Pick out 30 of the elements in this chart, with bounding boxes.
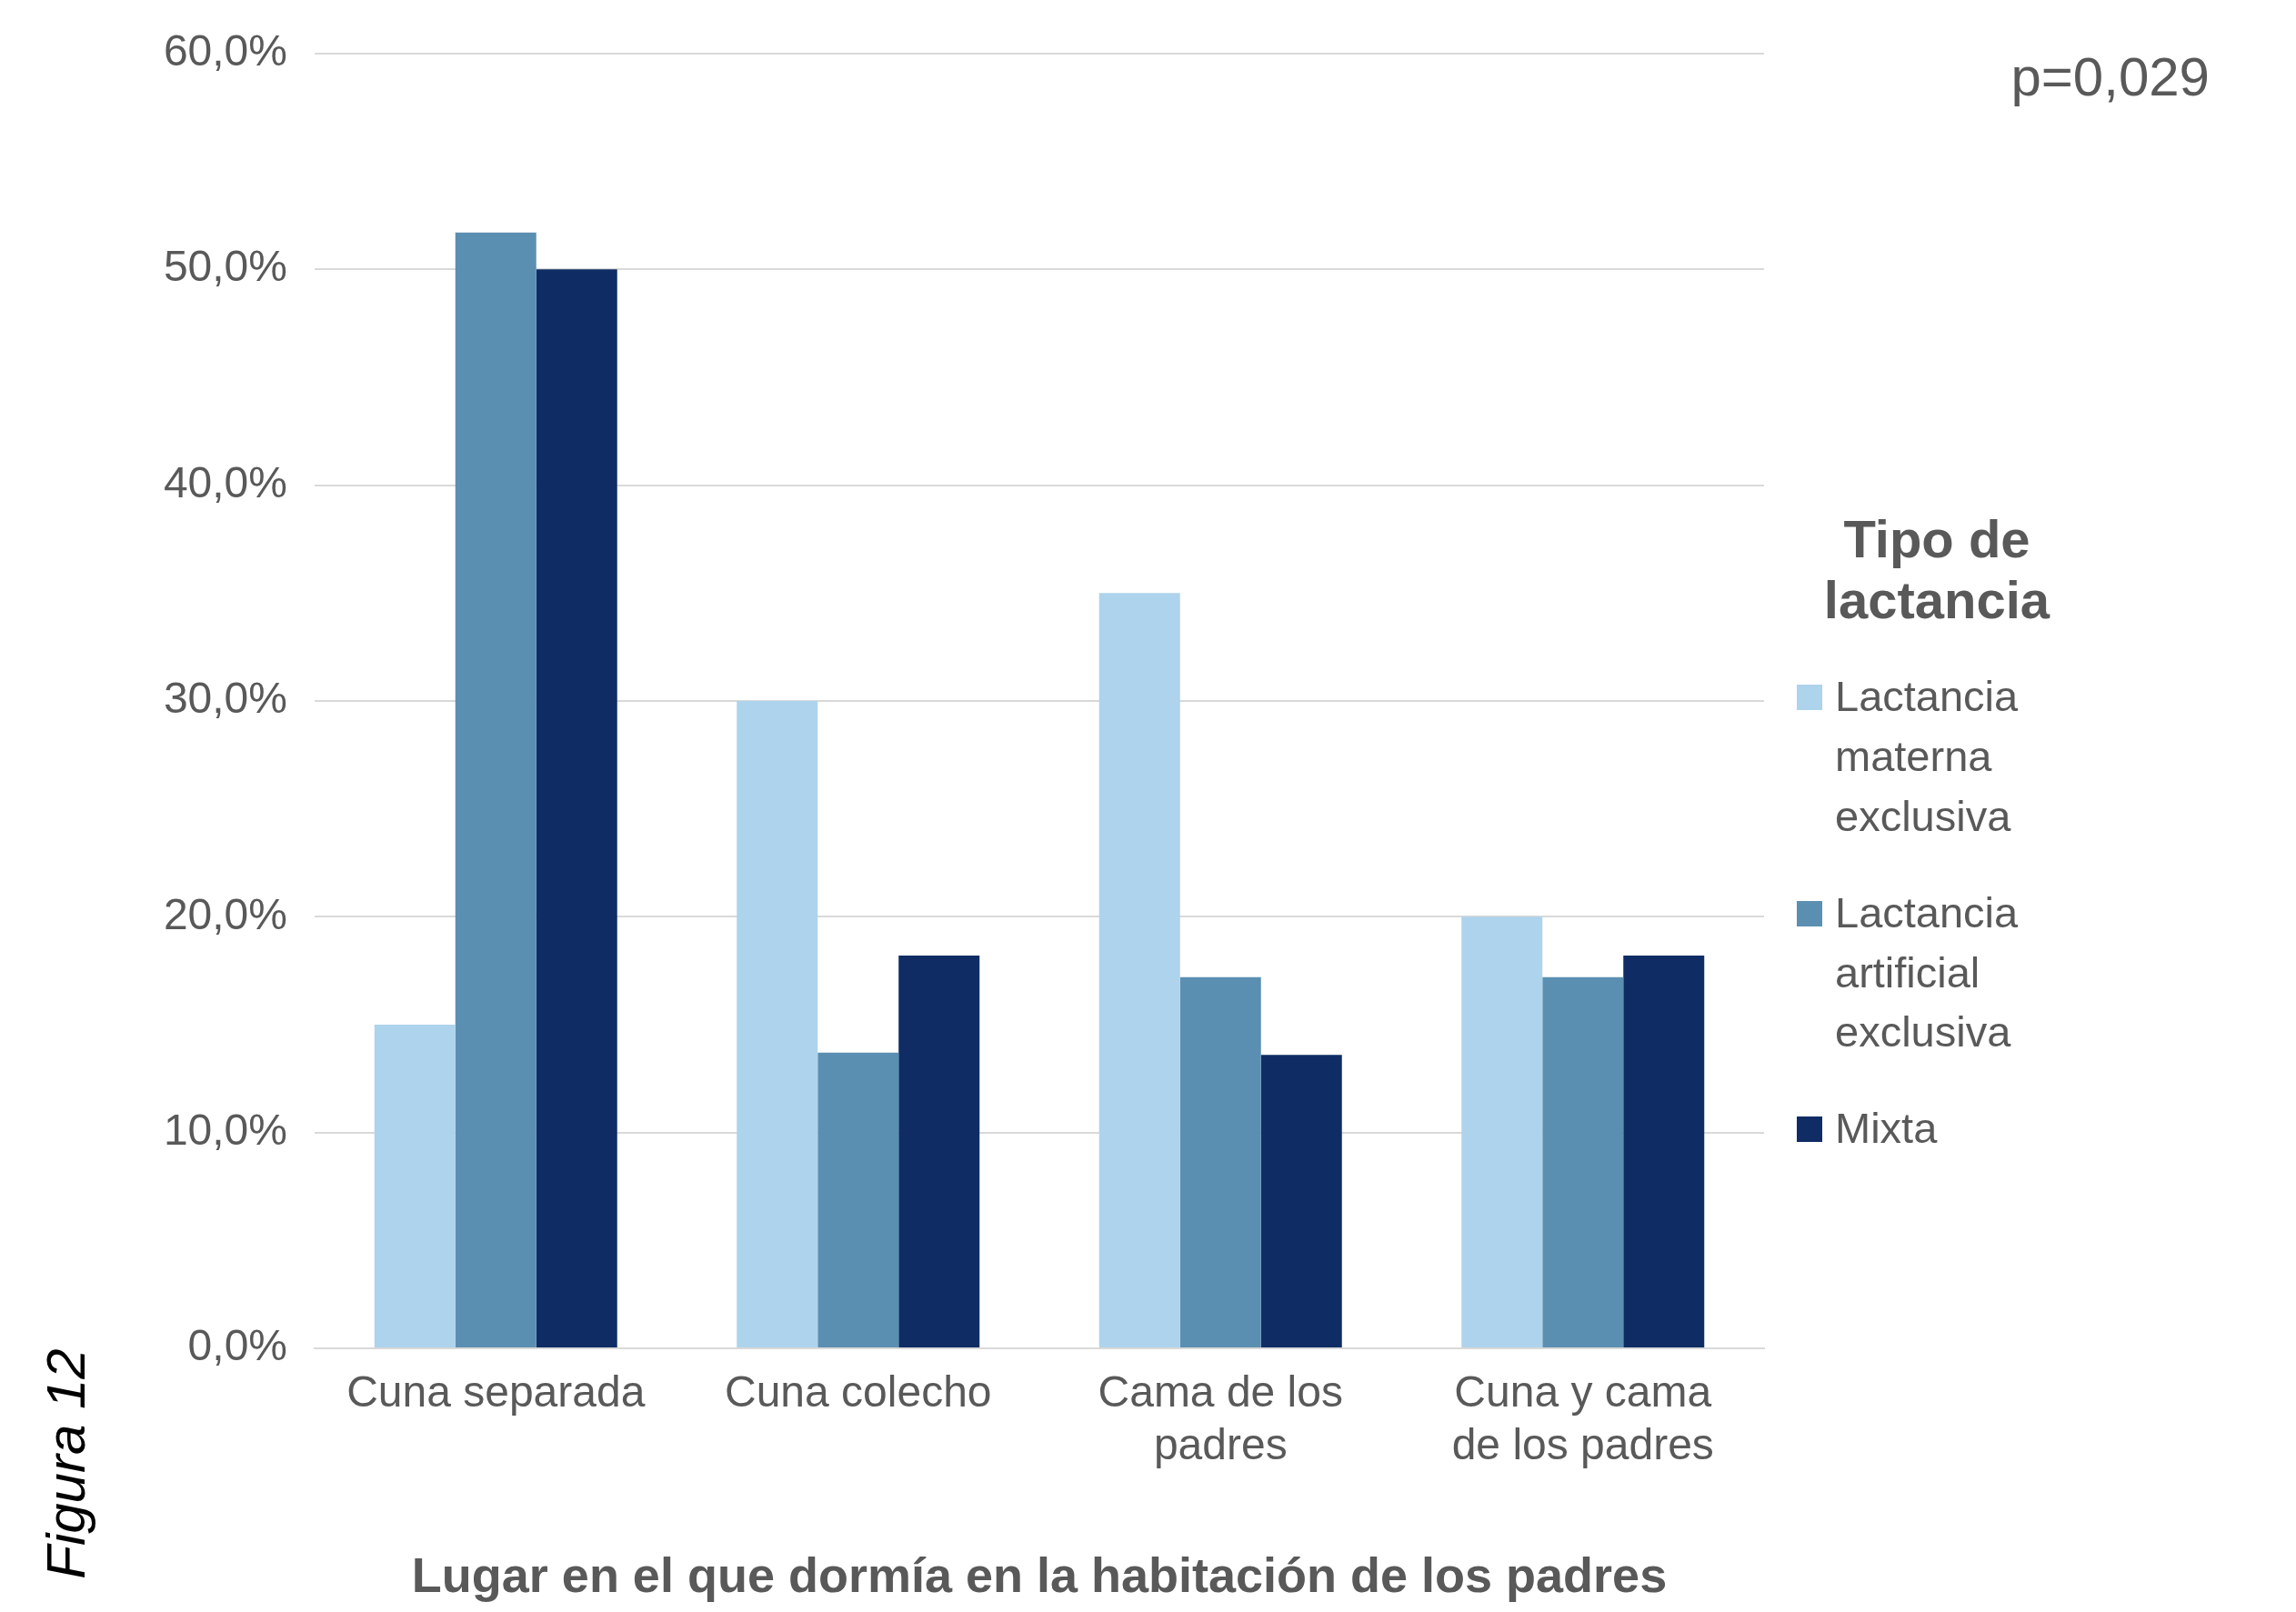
bar	[374, 1024, 456, 1347]
x-tick-label: Cama de los padres	[1098, 1367, 1343, 1468]
bar	[1461, 916, 1543, 1347]
bar	[455, 232, 536, 1347]
y-tick-label: 0,0%	[187, 1321, 287, 1370]
legend-label: Mixta	[1835, 1103, 1939, 1155]
text: p=0,029	[2010, 45, 2210, 108]
bar	[1542, 976, 1624, 1347]
bar	[1260, 1055, 1342, 1347]
bar	[1179, 976, 1261, 1347]
bar	[1623, 955, 1705, 1347]
text: Figura 12	[34, 1348, 97, 1579]
bar	[1098, 593, 1180, 1347]
x-tick-label: Cuna colecho	[724, 1367, 992, 1417]
legend-label: Lactancia artificial exclusiva	[1835, 886, 2020, 1058]
y-tick-label: 30,0%	[163, 674, 287, 723]
bar	[737, 700, 818, 1347]
y-tick-label: 40,0%	[163, 457, 287, 506]
bar	[898, 955, 980, 1347]
bar	[817, 1052, 899, 1347]
x-tick-label: Cuna separada	[346, 1367, 646, 1417]
x-axis-title: Lugar en el que dormía en la habitación de los padres	[411, 1547, 1668, 1603]
y-tick-label: 10,0%	[163, 1105, 287, 1154]
y-tick-label: 20,0%	[163, 889, 287, 938]
x-tick-label: Cuna y cama de los padres	[1451, 1367, 1714, 1468]
legend-label: Lactancia materna exclusiva	[1835, 671, 2020, 842]
y-tick-label: 50,0%	[163, 242, 287, 291]
bar	[536, 269, 617, 1347]
y-tick-label: 60,0%	[163, 26, 287, 75]
legend-title: Tipo de lactancia	[1822, 509, 2051, 631]
